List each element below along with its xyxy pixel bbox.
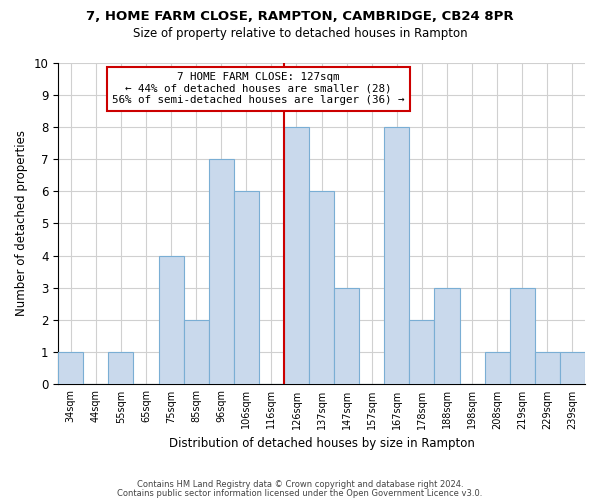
Bar	[384, 127, 409, 384]
Bar	[334, 288, 359, 384]
Bar	[209, 159, 234, 384]
Text: 7, HOME FARM CLOSE, RAMPTON, CAMBRIDGE, CB24 8PR: 7, HOME FARM CLOSE, RAMPTON, CAMBRIDGE, …	[86, 10, 514, 23]
Bar	[535, 352, 560, 384]
Bar	[158, 256, 184, 384]
Bar	[409, 320, 434, 384]
Bar	[560, 352, 585, 384]
Bar	[485, 352, 510, 384]
Bar	[284, 127, 309, 384]
Text: Contains HM Land Registry data © Crown copyright and database right 2024.: Contains HM Land Registry data © Crown c…	[137, 480, 463, 489]
Bar	[234, 192, 259, 384]
Bar	[184, 320, 209, 384]
Text: Contains public sector information licensed under the Open Government Licence v3: Contains public sector information licen…	[118, 488, 482, 498]
Y-axis label: Number of detached properties: Number of detached properties	[15, 130, 28, 316]
Text: Size of property relative to detached houses in Rampton: Size of property relative to detached ho…	[133, 28, 467, 40]
Text: 7 HOME FARM CLOSE: 127sqm
← 44% of detached houses are smaller (28)
56% of semi-: 7 HOME FARM CLOSE: 127sqm ← 44% of detac…	[112, 72, 404, 106]
Bar	[109, 352, 133, 384]
X-axis label: Distribution of detached houses by size in Rampton: Distribution of detached houses by size …	[169, 437, 475, 450]
Bar	[434, 288, 460, 384]
Bar	[58, 352, 83, 384]
Bar	[309, 192, 334, 384]
Bar	[510, 288, 535, 384]
